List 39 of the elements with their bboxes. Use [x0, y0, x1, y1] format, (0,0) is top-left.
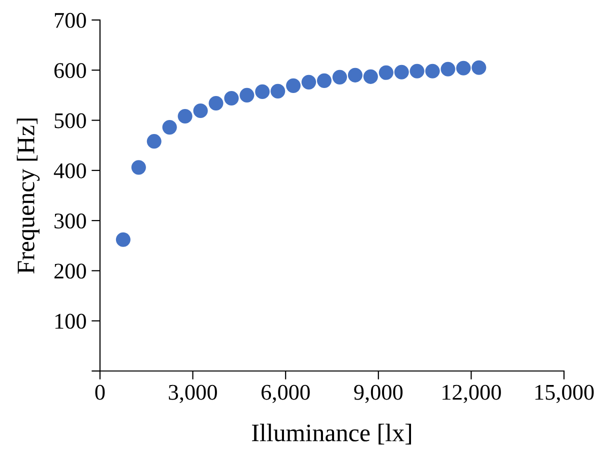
- point: [410, 64, 424, 78]
- point: [131, 160, 146, 175]
- point: [394, 64, 409, 80]
- y-tick-label: 200: [54, 264, 86, 279]
- x-tick-label: 9,000: [354, 384, 403, 404]
- point: [332, 70, 348, 84]
- point: [224, 90, 239, 106]
- point: [286, 78, 301, 93]
- x-tick-label: 15,000: [535, 384, 594, 404]
- point: [255, 84, 270, 99]
- point: [440, 62, 456, 76]
- point: [302, 74, 316, 90]
- point: [208, 96, 224, 111]
- x-axis-title: Illuminance [lx]: [252, 424, 412, 444]
- point: [178, 108, 192, 124]
- point: [162, 120, 177, 135]
- y-tick-label: 600: [54, 63, 86, 78]
- x-tick-label: 0: [95, 384, 105, 400]
- y-axis-title: Frequency [Hz]: [16, 118, 40, 274]
- x-tick-label: 3,000: [168, 384, 217, 404]
- y-tick-label: 300: [54, 214, 86, 228]
- x-tick-label: 12,000: [442, 384, 501, 404]
- point: [116, 232, 130, 247]
- point: [425, 64, 440, 78]
- point: [348, 68, 362, 82]
- point: [363, 69, 378, 84]
- point: [146, 134, 162, 149]
- point: [240, 88, 254, 102]
- point: [456, 60, 471, 76]
- point: [472, 60, 486, 75]
- y-tick-label: 700: [54, 12, 86, 28]
- y-tick-label: 400: [54, 163, 86, 178]
- point: [316, 73, 332, 88]
- point: [378, 65, 394, 80]
- point: [270, 84, 286, 98]
- point: [193, 103, 208, 118]
- y-tick-label: 100: [55, 314, 86, 329]
- x-tick-label: 6,000: [262, 384, 310, 404]
- y-tick-label: 500: [54, 113, 86, 128]
